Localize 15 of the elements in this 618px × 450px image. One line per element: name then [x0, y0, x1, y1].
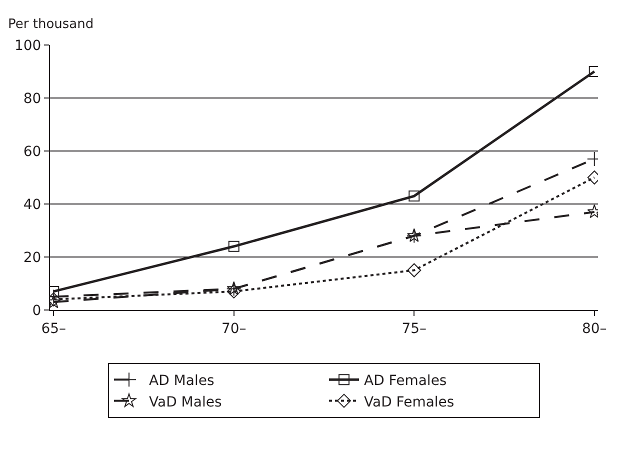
y-tick-label: 60: [23, 144, 42, 160]
x-tick-label: 75–: [402, 320, 427, 337]
y-tick-label: 0: [32, 302, 42, 319]
x-tick-label: 80–: [582, 320, 607, 337]
y-tick-label: 20: [23, 250, 42, 266]
y-tick-label: 80: [23, 90, 42, 107]
legend-label: VaD Females: [364, 394, 454, 410]
legend-label: VaD Males: [149, 394, 222, 410]
y-axis-title: Per thousand: [8, 17, 94, 32]
legend-label: AD Males: [149, 373, 214, 390]
x-tick-label: 65–: [41, 320, 66, 337]
y-tick-label: 40: [23, 196, 42, 213]
x-tick-label: 70–: [221, 320, 246, 337]
y-tick-label: 100: [14, 38, 42, 54]
legend-label: AD Females: [364, 373, 447, 390]
